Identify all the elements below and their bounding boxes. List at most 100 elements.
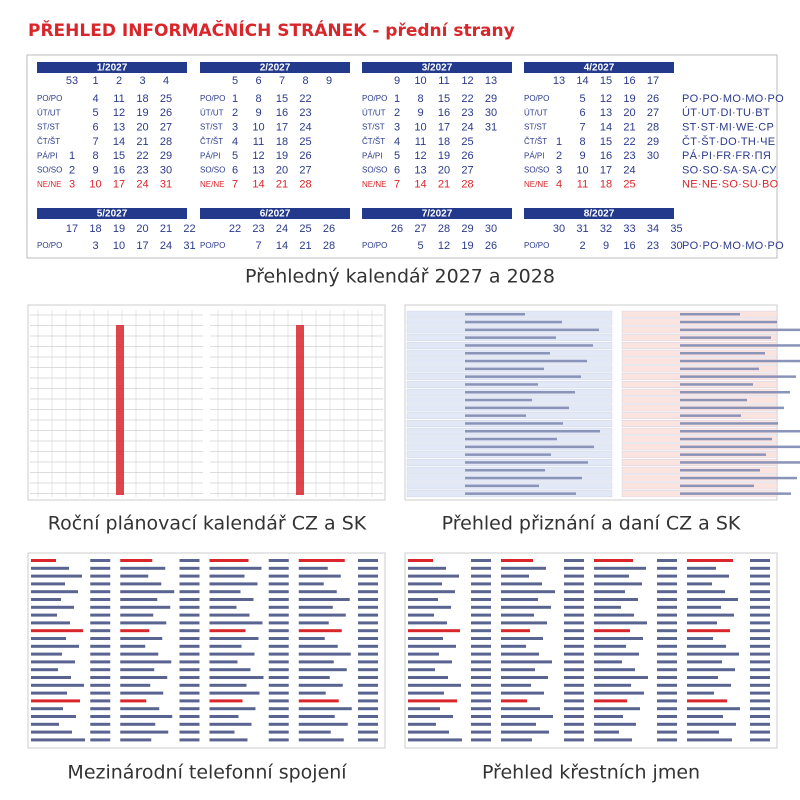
thumb-text [120,559,153,562]
thumb-text [179,699,200,703]
thumb-text [120,676,168,679]
week-number: 35 [670,223,682,235]
day-number: 12 [414,150,426,162]
day-number: 1 [556,136,562,148]
day-number: 16 [113,164,125,176]
thumb-text [680,461,800,464]
thumb-text [408,707,440,711]
day-number: 8 [579,136,585,148]
thumb-text [687,668,735,672]
thumb-text [687,660,722,664]
thumb-text [90,683,111,687]
week-number: 11 [438,75,449,87]
thumb-text [179,644,200,648]
day-number: 19 [438,150,450,162]
thumb-text [209,730,235,734]
thumb-text [594,668,635,672]
thumb-text [268,621,289,625]
thumb-text [179,676,200,679]
day-number: 29 [485,93,497,105]
day-number: 7 [255,240,261,252]
thumb-text [90,707,111,711]
thumb-text [31,605,74,609]
thumb-text [31,629,83,633]
week-number: 12 [461,75,473,87]
week-number: 13 [553,75,565,87]
thumb-text [90,699,111,703]
day-number: 8 [92,150,98,162]
thumb-text [465,453,551,456]
day-number: 6 [579,107,585,119]
thumb-text [298,621,329,625]
thumb-text [90,621,111,625]
thumb-text [268,668,289,672]
day-number: 18 [438,136,450,148]
thumb-text [501,559,533,562]
thumb-text [268,605,289,609]
thumb-text [501,722,536,726]
thumb-text [594,582,642,586]
thumb-text [90,582,111,586]
thumb-text [594,605,621,609]
thumb-text [501,730,549,734]
thumb-text [209,598,254,601]
thumb-text [209,637,259,640]
thumb-text [750,629,770,633]
day-number: 24 [461,122,473,134]
day-number: 5 [92,107,98,119]
day-number: 2 [394,107,400,119]
thumb-text [465,320,562,324]
thumb-text [268,660,289,664]
thumb-text [31,668,58,672]
day-number: 5 [232,150,238,162]
thumb-text [750,574,770,578]
thumb-text [750,722,770,726]
day-number: 10 [414,122,426,134]
thumb-text [750,699,770,703]
thumb-text [408,660,452,664]
thumb-text [501,691,544,695]
thumb-text [465,476,582,480]
thumb-text [298,644,338,648]
thumb-text [594,621,647,625]
thumb-text [465,398,532,402]
day-number: 11 [253,136,264,148]
thumb-text [680,320,777,324]
week-number: 30 [485,223,497,235]
thumb-text [120,621,167,625]
thumb-text [750,668,770,672]
thumb-text [680,336,771,339]
thumb-text [564,613,584,617]
thumb-text [750,691,770,695]
day-number: 19 [461,240,473,252]
thumb-text [594,738,632,742]
day-number: 21 [623,122,635,134]
thumb-text [268,637,289,640]
thumb-text [358,598,378,601]
day-number: 18 [136,93,148,105]
thumb-text [564,676,584,679]
day-number: 28 [647,122,659,134]
caption: Přehled přiznání a daní CZ a SK [442,513,741,535]
day-label: PÁ/PI [524,151,544,160]
thumb-text [209,582,258,586]
day-number: 24 [623,164,635,176]
week-number: 34 [647,223,659,235]
day-number: 16 [623,240,635,252]
thumb-text [31,707,63,711]
thumb-text [657,699,677,703]
day-number: 12 [438,240,450,252]
month-title: 2/2027 [260,63,291,74]
thumb-text [680,484,754,488]
day-number: 26 [647,93,659,105]
thumb-text [687,715,723,718]
thumb-text [120,683,151,687]
day-label: NE/NE [362,180,386,189]
day-number: 23 [461,107,473,119]
thumb-text [90,566,111,570]
thumb-text [358,644,378,648]
thumb-text [465,383,538,386]
thumb-text [657,644,677,648]
day-number: 27 [160,122,172,134]
day-number: 5 [417,240,423,252]
